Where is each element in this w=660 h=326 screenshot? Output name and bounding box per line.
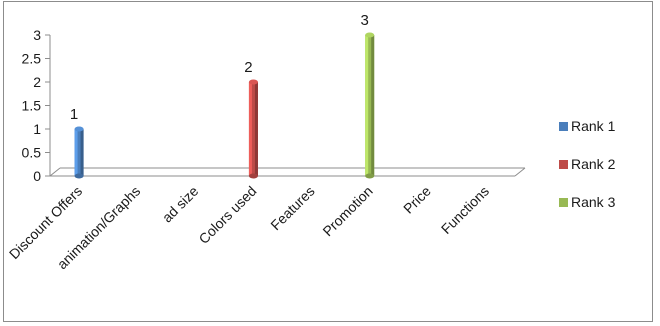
legend-label: Rank 3 — [571, 194, 616, 210]
x-category-label: Functions — [438, 183, 492, 237]
chart-bars — [74, 32, 375, 179]
bar-cap — [365, 32, 375, 38]
bar-highlight — [365, 35, 369, 176]
bar-shadow — [80, 129, 84, 176]
y-tick-label: 1.5 — [22, 98, 42, 114]
y-axis-ticks: 0 0.5 1 1.5 2 2.5 3 — [22, 27, 50, 184]
chart-frame — [3, 1, 653, 322]
bar-body — [365, 35, 375, 176]
x-category-label: Features — [267, 183, 317, 233]
x-category-label: Colors used — [195, 183, 259, 247]
legend: Rank 1 Rank 2 Rank 3 — [559, 118, 616, 210]
y-tick-label: 0 — [33, 168, 41, 184]
bar-highlight — [248, 82, 252, 176]
x-category-label: Price — [400, 183, 434, 217]
y-tick-label: 0.5 — [22, 145, 42, 161]
bar-cap — [74, 126, 84, 132]
bar-body — [74, 129, 84, 176]
y-tick-label: 2 — [33, 74, 41, 90]
bar-shadow — [254, 82, 258, 176]
data-label: 3 — [361, 12, 369, 29]
bar — [74, 126, 84, 179]
legend-entry: Rank 2 — [559, 156, 616, 172]
data-label: 2 — [244, 59, 252, 76]
y-tick-label: 3 — [33, 27, 41, 43]
bar-base — [365, 173, 375, 179]
bar-shadow — [371, 35, 375, 176]
legend-swatch — [559, 122, 568, 131]
legend-swatch — [559, 198, 568, 207]
chart-axes — [49, 35, 526, 177]
y-tick-label: 1 — [33, 121, 41, 137]
legend-label: Rank 1 — [571, 118, 616, 134]
legend-entry: Rank 3 — [559, 194, 616, 210]
bar-body — [248, 82, 258, 176]
floor-left-edge — [49, 167, 61, 177]
legend-entry: Rank 1 — [559, 118, 616, 134]
legend-swatch — [559, 160, 568, 169]
bar-base — [74, 173, 84, 179]
bar — [365, 32, 375, 179]
x-category-label: Promotion — [319, 183, 375, 239]
x-category-label: ad size — [159, 183, 202, 226]
y-tick-label: 2.5 — [22, 51, 42, 67]
bar-base — [248, 173, 258, 179]
bar-cap — [248, 79, 258, 85]
bar-highlight — [74, 129, 78, 176]
data-label: 1 — [70, 106, 78, 123]
data-labels: 1 2 3 — [70, 12, 369, 123]
legend-label: Rank 2 — [571, 156, 616, 172]
floor-right-edge — [514, 167, 526, 177]
bar — [248, 79, 258, 179]
